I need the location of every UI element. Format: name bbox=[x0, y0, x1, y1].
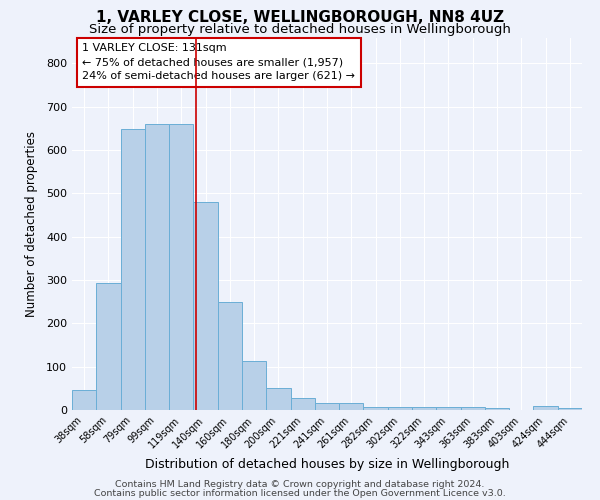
Bar bbox=[533, 406, 558, 410]
Bar bbox=[558, 408, 582, 410]
Bar bbox=[193, 202, 218, 410]
Bar bbox=[121, 130, 145, 410]
Bar bbox=[242, 361, 266, 410]
Text: 1 VARLEY CLOSE: 131sqm
← 75% of detached houses are smaller (1,957)
24% of semi-: 1 VARLEY CLOSE: 131sqm ← 75% of detached… bbox=[82, 43, 355, 81]
Bar bbox=[145, 124, 169, 410]
Bar bbox=[388, 408, 412, 410]
Bar bbox=[290, 398, 315, 410]
X-axis label: Distribution of detached houses by size in Wellingborough: Distribution of detached houses by size … bbox=[145, 458, 509, 471]
Bar bbox=[436, 406, 461, 410]
Bar bbox=[485, 408, 509, 410]
Bar bbox=[364, 407, 388, 410]
Text: Size of property relative to detached houses in Wellingborough: Size of property relative to detached ho… bbox=[89, 22, 511, 36]
Bar bbox=[266, 388, 290, 410]
Bar bbox=[72, 390, 96, 410]
Text: Contains HM Land Registry data © Crown copyright and database right 2024.: Contains HM Land Registry data © Crown c… bbox=[115, 480, 485, 489]
Bar bbox=[412, 406, 436, 410]
Bar bbox=[461, 406, 485, 410]
Text: 1, VARLEY CLOSE, WELLINGBOROUGH, NN8 4UZ: 1, VARLEY CLOSE, WELLINGBOROUGH, NN8 4UZ bbox=[96, 10, 504, 25]
Bar bbox=[339, 403, 364, 410]
Bar bbox=[218, 302, 242, 410]
Bar bbox=[315, 403, 339, 410]
Bar bbox=[96, 283, 121, 410]
Y-axis label: Number of detached properties: Number of detached properties bbox=[25, 130, 38, 317]
Text: Contains public sector information licensed under the Open Government Licence v3: Contains public sector information licen… bbox=[94, 489, 506, 498]
Bar bbox=[169, 124, 193, 410]
